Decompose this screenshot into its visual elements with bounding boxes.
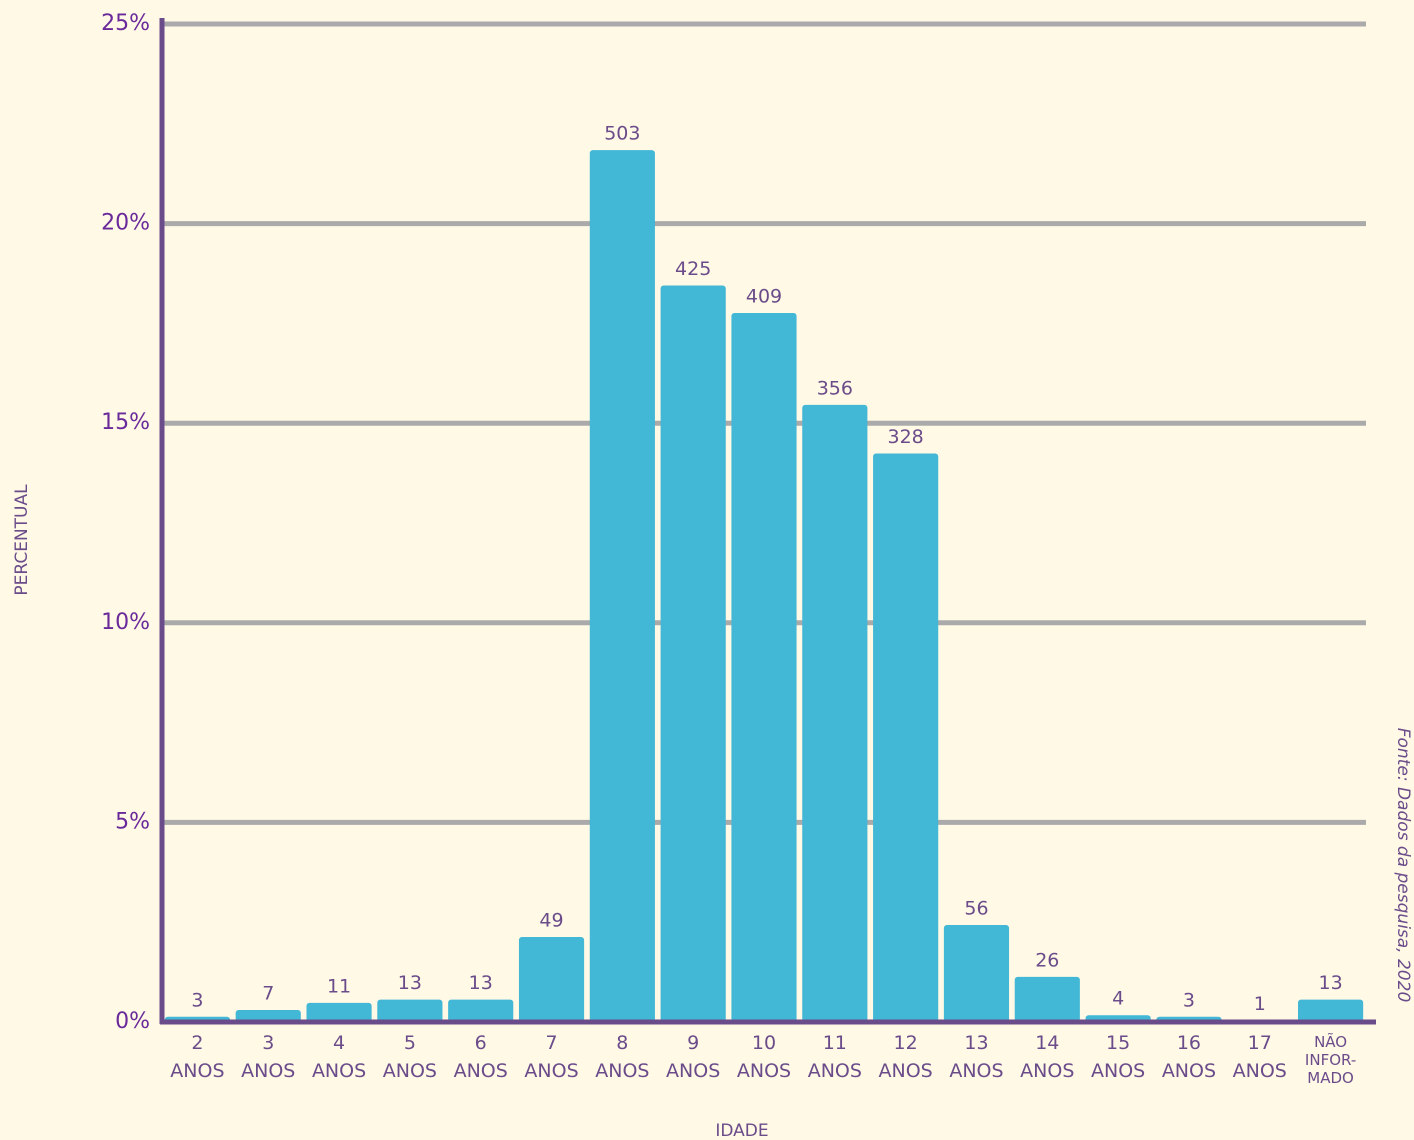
x-tick-label: NÃO INFOR-MADO <box>1305 1032 1356 1087</box>
y-tick-label: 25% <box>101 11 150 36</box>
bar <box>873 453 939 1023</box>
bar <box>235 1010 301 1022</box>
x-tick-label-line: ANOS <box>949 1060 1003 1082</box>
bar <box>306 1002 372 1022</box>
x-tick-label: 2 ANOS <box>170 1032 224 1082</box>
x-tick-label: 5 ANOS <box>383 1032 437 1082</box>
x-tick-label-line: 6 <box>475 1032 487 1054</box>
x-tick-label-line: 14 <box>1035 1032 1059 1054</box>
data-label: 13 <box>398 972 422 994</box>
data-label: 13 <box>1318 972 1342 994</box>
x-tick-label: 10 ANOS <box>737 1032 791 1082</box>
data-label: 328 <box>888 426 924 448</box>
y-tick-label: 5% <box>115 809 150 834</box>
y-tick-label: 20% <box>101 211 150 236</box>
data-label: 13 <box>469 972 493 994</box>
data-label: 1 <box>1254 993 1266 1015</box>
x-tick-label-line: 2 <box>191 1032 203 1054</box>
x-axis-label: IDADE <box>715 1121 768 1140</box>
x-tick-label-line: 10 <box>752 1032 776 1054</box>
x-tick-label-line: ANOS <box>1091 1060 1145 1082</box>
bar <box>802 404 868 1022</box>
x-tick-label-line: 5 <box>404 1032 416 1054</box>
data-label: 3 <box>1183 989 1195 1011</box>
x-tick-label-line: ANOS <box>595 1060 649 1082</box>
x-tick-label-line: ANOS <box>879 1060 933 1082</box>
x-tick-label: 17 ANOS <box>1233 1032 1287 1082</box>
bar <box>377 999 443 1022</box>
bar <box>660 285 726 1022</box>
x-tick-label: 9 ANOS <box>666 1032 720 1082</box>
x-tick-label: 8 ANOS <box>595 1032 649 1082</box>
data-label: 425 <box>675 258 711 280</box>
x-tick-label-line: INFOR- <box>1305 1051 1356 1069</box>
data-label: 4 <box>1112 988 1124 1010</box>
bar <box>448 999 514 1022</box>
x-tick-label: 7 ANOS <box>524 1032 578 1082</box>
x-tick-label-line: ANOS <box>383 1060 437 1082</box>
data-label: 356 <box>817 377 853 399</box>
x-tick-label-line: ANOS <box>170 1060 224 1082</box>
x-tick-label-line: ANOS <box>454 1060 508 1082</box>
x-tick-label-line: MADO <box>1307 1069 1354 1087</box>
x-tick-label-line: 9 <box>687 1032 699 1054</box>
bar <box>518 936 585 1022</box>
data-label: 503 <box>604 123 640 145</box>
x-tick-label-line: 3 <box>262 1032 274 1054</box>
x-tick-label-line: ANOS <box>666 1060 720 1082</box>
x-tick-label-line: ANOS <box>1233 1060 1287 1082</box>
x-tick-label-line: ANOS <box>808 1060 862 1082</box>
x-tick-label-line: NÃO <box>1314 1032 1347 1051</box>
bar <box>943 924 1010 1022</box>
data-label: 409 <box>746 286 782 308</box>
data-label: 26 <box>1035 949 1059 971</box>
x-tick-label: 6 ANOS <box>454 1032 508 1082</box>
x-tick-label-line: 12 <box>894 1032 918 1054</box>
bar <box>1014 976 1080 1022</box>
data-label: 49 <box>539 909 563 931</box>
x-tick-label-line: ANOS <box>524 1060 578 1082</box>
y-tick-label: 15% <box>101 410 150 435</box>
bar <box>731 313 797 1022</box>
x-tick-label-line: ANOS <box>737 1060 791 1082</box>
x-tick-label: 3 ANOS <box>241 1032 295 1082</box>
y-axis-label: PERCENTUAL <box>12 484 32 596</box>
x-tick-label: 12 ANOS <box>879 1032 933 1082</box>
x-tick-label-line: 7 <box>545 1032 557 1054</box>
data-label: 3 <box>191 989 203 1011</box>
x-tick-label-line: ANOS <box>312 1060 366 1082</box>
x-tick-label-line: 15 <box>1106 1032 1130 1054</box>
bar <box>589 150 655 1022</box>
x-tick-label-line: 17 <box>1248 1032 1272 1054</box>
x-tick-label: 15 ANOS <box>1091 1032 1145 1082</box>
x-tick-label: 14 ANOS <box>1020 1032 1074 1082</box>
x-tick-label-line: ANOS <box>1020 1060 1074 1082</box>
data-label: 56 <box>964 897 988 919</box>
x-tick-label: 16 ANOS <box>1162 1032 1216 1082</box>
x-tick-label: 4 ANOS <box>312 1032 366 1082</box>
x-tick-label-line: 8 <box>616 1032 628 1054</box>
y-tick-label: 10% <box>101 610 150 635</box>
x-tick-label-line: ANOS <box>1162 1060 1216 1082</box>
source-note: Fonte: Dados da pesquisa, 2020 <box>1393 728 1413 1003</box>
data-label: 11 <box>327 975 351 997</box>
x-tick-label-line: 4 <box>333 1032 345 1054</box>
x-tick-label-line: ANOS <box>241 1060 295 1082</box>
data-label: 7 <box>262 983 274 1005</box>
x-tick-label: 11 ANOS <box>808 1032 862 1082</box>
x-tick-label-line: 13 <box>964 1032 988 1054</box>
x-tick-label-line: 11 <box>823 1032 847 1054</box>
y-tick-label: 0% <box>115 1009 150 1034</box>
bar <box>1298 999 1364 1022</box>
x-tick-label: 13 ANOS <box>949 1032 1003 1082</box>
x-tick-label-line: 16 <box>1177 1032 1201 1054</box>
